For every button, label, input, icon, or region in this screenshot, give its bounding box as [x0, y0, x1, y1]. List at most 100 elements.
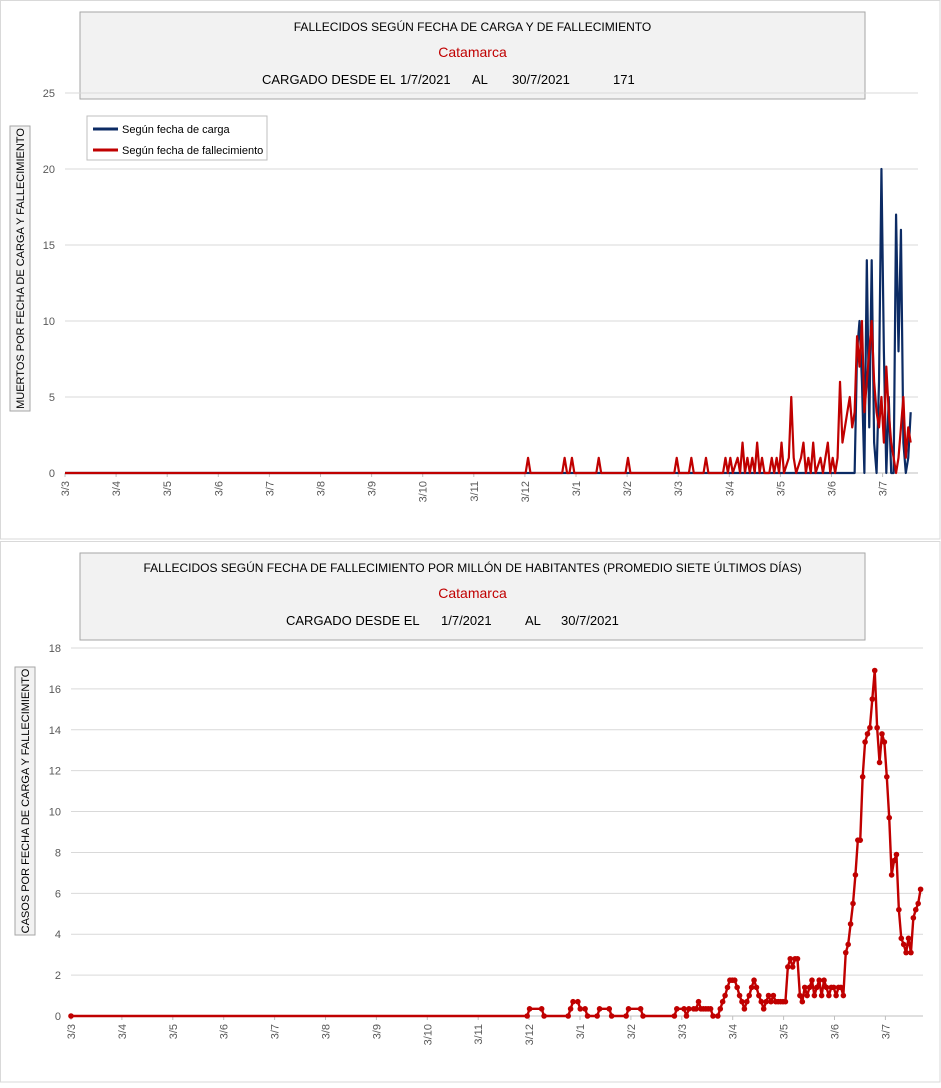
data-point — [874, 724, 880, 731]
data-point — [903, 949, 909, 956]
data-point — [893, 851, 900, 858]
data-point — [917, 886, 924, 893]
data-point — [693, 1006, 699, 1012]
x-tick-label: 3/7 — [878, 481, 890, 496]
y-tick-label: 15 — [43, 240, 55, 252]
chart-title: FALLECIDOS SEGÚN FECHA DE FALLECIMIENTO … — [143, 560, 801, 575]
data-point — [896, 906, 902, 913]
data-point — [869, 696, 876, 702]
data-point — [801, 984, 808, 991]
data-point — [671, 1013, 678, 1019]
data-point — [606, 1006, 613, 1012]
chart-title: FALLECIDOS SEGÚN FECHA DE CARGA Y DE FAL… — [294, 19, 651, 34]
data-point — [833, 992, 839, 999]
x-tick-label: 3/3 — [677, 1024, 689, 1039]
data-point — [594, 1013, 600, 1019]
data-point — [724, 984, 731, 991]
data-point — [577, 1006, 584, 1012]
data-point — [756, 992, 762, 999]
data-point — [782, 998, 789, 1005]
x-tick-label: 3/12 — [520, 481, 532, 502]
x-tick-label: 3/4 — [117, 1024, 129, 1039]
data-point — [526, 1006, 533, 1012]
data-point — [744, 998, 750, 1005]
y-tick-label: 12 — [49, 766, 61, 778]
total-count: 171 — [613, 72, 635, 87]
y-tick-label: 5 — [49, 392, 55, 404]
data-point — [850, 900, 856, 907]
data-point — [751, 977, 757, 984]
data-point — [538, 1006, 545, 1012]
data-point — [840, 992, 847, 999]
data-point — [905, 935, 912, 942]
data-point — [753, 984, 760, 991]
x-tick-label: 3/1 — [575, 1024, 587, 1039]
legend-label-2: Según fecha de fallecimiento — [122, 145, 263, 157]
data-point — [871, 667, 878, 674]
x-tick-label: 3/2 — [626, 1024, 638, 1039]
y-axis-title-box — [9, 125, 31, 412]
date-to: 30/7/2021 — [512, 72, 570, 87]
date-to: 30/7/2021 — [561, 613, 619, 628]
data-point — [864, 731, 871, 737]
x-tick-label: 3/3 — [66, 1024, 78, 1039]
header-box — [79, 11, 866, 100]
data-point — [731, 977, 738, 984]
x-tick-label: 3/6 — [213, 481, 225, 496]
data-point — [852, 872, 859, 878]
data-point — [734, 984, 740, 991]
data-point — [570, 998, 576, 1005]
data-point — [884, 774, 890, 780]
chart-2: FALLECIDOS SEGÚN FECHA DE FALLECIMIENTO … — [0, 541, 941, 1083]
y-axis-title: MUERTOS POR FECHA DE CARGA Y FALLECIMIEN… — [15, 128, 27, 409]
data-point — [804, 992, 810, 999]
x-tick-label: 3/5 — [162, 481, 174, 496]
loaded-label: CARGADO DESDE EL — [286, 613, 420, 628]
x-tick-label: 3/9 — [367, 481, 379, 496]
data-point — [765, 992, 772, 999]
data-point — [912, 906, 919, 913]
x-tick-label: 3/9 — [371, 1024, 383, 1039]
x-tick-label: 3/11 — [473, 1024, 485, 1045]
data-point — [736, 992, 743, 999]
data-point — [746, 992, 753, 999]
x-tick-label: 3/5 — [168, 1024, 180, 1039]
data-point — [797, 992, 803, 999]
data-point — [68, 1013, 74, 1019]
x-tick-label: 3/6 — [219, 1024, 231, 1039]
data-point — [862, 739, 868, 745]
data-point — [584, 1013, 591, 1019]
legend-box — [86, 115, 268, 161]
region-name: Catamarca — [438, 44, 507, 60]
series-line-1 — [65, 167, 912, 475]
y-tick-label: 18 — [49, 643, 61, 655]
data-point — [582, 1006, 588, 1012]
x-tick-label: 3/10 — [422, 1024, 434, 1045]
x-tick-label: 3/8 — [321, 1024, 333, 1039]
data-point — [686, 1006, 692, 1012]
data-point — [785, 964, 791, 970]
data-point — [915, 900, 921, 907]
data-point — [876, 759, 883, 766]
data-point — [857, 837, 864, 843]
data-point — [623, 1013, 629, 1019]
x-tick-label: 3/7 — [270, 1024, 282, 1039]
data-point — [794, 955, 801, 962]
x-tick-label: 3/10 — [418, 481, 430, 502]
region-name: Catamarca — [438, 585, 507, 601]
x-tick-label: 3/6 — [827, 481, 839, 496]
y-tick-label: 6 — [55, 888, 61, 900]
x-tick-label: 3/4 — [724, 481, 736, 496]
data-point — [683, 1013, 690, 1019]
x-tick-label: 3/5 — [775, 481, 787, 496]
x-tick-label: 3/3 — [60, 481, 72, 496]
loaded-label: CARGADO DESDE EL — [262, 72, 396, 87]
y-tick-label: 10 — [49, 807, 61, 819]
data-point — [674, 1006, 680, 1012]
data-point — [770, 992, 777, 999]
data-point — [541, 1013, 547, 1019]
data-point — [695, 998, 702, 1005]
date-from: 1/7/2021 — [400, 72, 451, 87]
header-box — [79, 552, 866, 641]
y-axis-title-box — [14, 666, 36, 936]
